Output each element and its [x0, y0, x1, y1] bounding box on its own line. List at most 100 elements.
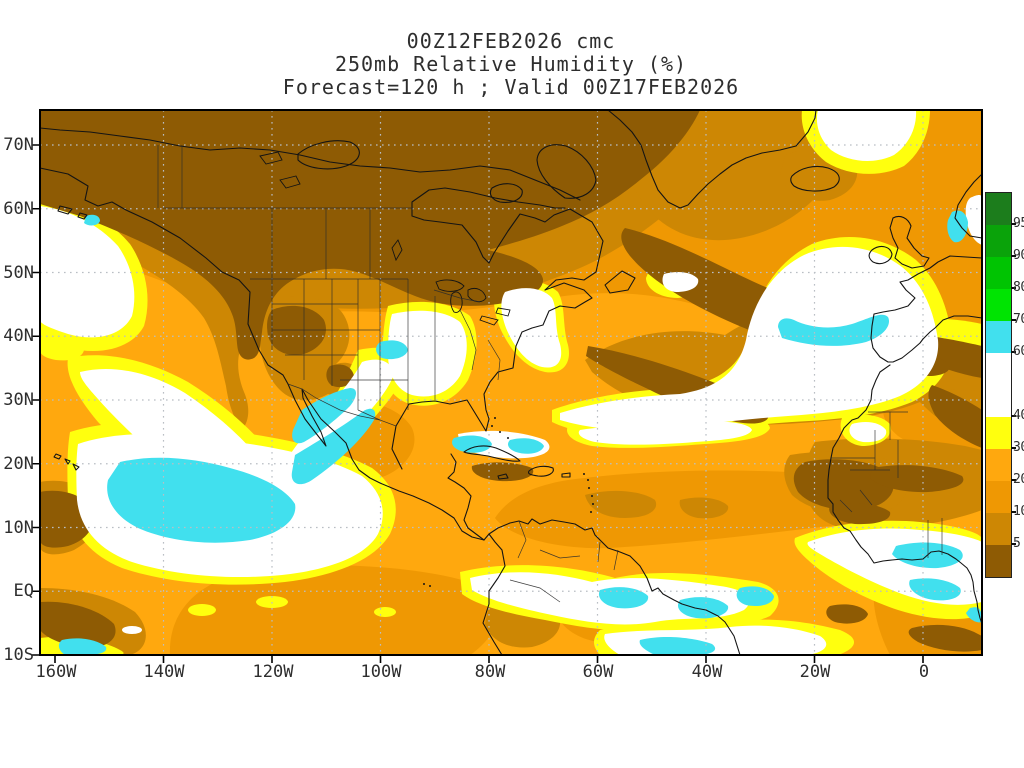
lon-label-160w: 160W — [35, 662, 77, 682]
borders-south-america — [509, 520, 619, 603]
coastline-norway — [954, 173, 983, 239]
contour-region — [639, 637, 716, 655]
colorbar-seg-80-90 — [986, 257, 1011, 289]
island-puerto-rico — [561, 472, 571, 478]
island-baffin — [536, 144, 597, 199]
colorbar-seg-20-30 — [986, 449, 1011, 481]
island-victoria — [297, 140, 360, 170]
contour-region — [829, 503, 891, 525]
lon-ticks — [54, 655, 924, 663]
contour-region — [908, 624, 982, 652]
island-cuba — [463, 445, 521, 462]
lon-label-100w: 100W — [360, 662, 402, 682]
borders-africa — [831, 411, 943, 558]
lon-label-80w: 80W — [474, 662, 506, 682]
colorbar-label-40: 40 — [1013, 408, 1024, 423]
contour-region — [376, 340, 408, 360]
colorbar-tick — [1011, 415, 1016, 417]
colorbar-label-20: 20 — [1013, 472, 1024, 487]
title-run: 00Z12FEB2026 cmc — [406, 29, 616, 53]
colorbar-seg-40-60 — [986, 353, 1011, 417]
colorbar-seg-gt95 — [986, 193, 1011, 225]
colorbar-label-10: 10 — [1013, 504, 1024, 519]
contour-region — [560, 246, 939, 431]
colorbar-tick — [1011, 543, 1016, 545]
colorbar-tick — [1011, 319, 1016, 321]
lake-michigan — [450, 291, 463, 313]
lake-ontario — [495, 307, 511, 317]
lake-huron — [467, 287, 487, 303]
island-great-britain — [889, 215, 930, 269]
contour-region — [677, 597, 729, 619]
contour-region — [40, 206, 135, 338]
lat-label-40n: 40N — [3, 326, 34, 346]
title-block: 00Z12FEB2026 cmc 250mb Relative Humidity… — [40, 30, 982, 99]
coastline-west-europe-iberia — [870, 255, 983, 363]
lake-great-bear — [259, 151, 283, 165]
contour-region — [107, 457, 296, 543]
island-southampton — [489, 183, 523, 203]
map-frame — [32, 109, 983, 663]
contour-region — [778, 314, 890, 346]
border-us-canada — [250, 278, 481, 303]
lat-label-30n: 30N — [3, 390, 34, 410]
contour-region — [40, 331, 85, 361]
colorbar-label-70: 70 — [1013, 312, 1024, 327]
coastline-arctic — [39, 127, 581, 201]
contour-region — [947, 210, 968, 243]
contour-speck — [188, 604, 216, 616]
lon-label-60w: 60W — [582, 662, 614, 682]
colorbar-tick — [1011, 511, 1016, 513]
contour-region — [928, 385, 982, 448]
island-ireland — [868, 245, 893, 265]
rh-regions-60-70 — [58, 210, 982, 655]
political-borders — [157, 145, 943, 603]
lon-label-20w: 20W — [799, 662, 831, 682]
lake-erie — [479, 315, 499, 326]
colorbar-seg-60-70 — [986, 321, 1011, 353]
contour-region — [578, 421, 752, 445]
lake-superior — [435, 279, 465, 292]
coastline-west-africa — [827, 364, 983, 625]
colorbar-seg-30-40 — [986, 417, 1011, 449]
lake-great-slave — [279, 175, 301, 189]
contour-region — [585, 490, 657, 518]
lat-label-60n: 60N — [3, 199, 34, 219]
contour-region — [58, 638, 107, 655]
island-hispaniola — [527, 465, 554, 477]
coastline-south-america-north — [488, 518, 741, 656]
contour-region — [736, 586, 774, 606]
colorbar-tick — [1011, 479, 1016, 481]
contour-region — [84, 214, 100, 226]
lat-ticks — [32, 144, 40, 656]
lat-label-70n: 70N — [3, 135, 34, 155]
colorbar-label-95: 95 — [1013, 216, 1024, 231]
contour-speck — [122, 626, 142, 634]
contour-region — [816, 110, 917, 162]
contour-region — [40, 601, 116, 648]
coastline-greenland — [607, 109, 817, 209]
contour-region — [508, 438, 544, 454]
lon-label-140w: 140W — [143, 662, 185, 682]
title-valid: Forecast=120 h ; Valid 00Z17FEB2026 — [282, 75, 740, 99]
contour-region — [679, 497, 729, 519]
lat-label-10n: 10N — [3, 518, 34, 538]
contour-region — [169, 565, 499, 655]
contour-region — [965, 195, 982, 245]
colorbar-label-5: 5 — [1013, 536, 1021, 551]
coastlines — [39, 109, 983, 656]
contour-region — [793, 459, 894, 511]
title-field: 250mb Relative Humidity (%) — [334, 52, 688, 76]
coastline-yucatan-central-america — [447, 453, 485, 541]
colorbar — [985, 192, 1012, 578]
coastline-gulf-atlantic — [391, 187, 604, 470]
colorbar-tick — [1011, 447, 1016, 449]
lon-label-0: 0 — [918, 662, 930, 682]
lakes — [259, 151, 511, 326]
contour-region — [326, 364, 354, 388]
colorbar-seg-70-80 — [986, 289, 1011, 321]
lon-label-120w: 120W — [252, 662, 294, 682]
borders-canada-provinces — [157, 145, 413, 279]
contour-region — [662, 271, 699, 292]
